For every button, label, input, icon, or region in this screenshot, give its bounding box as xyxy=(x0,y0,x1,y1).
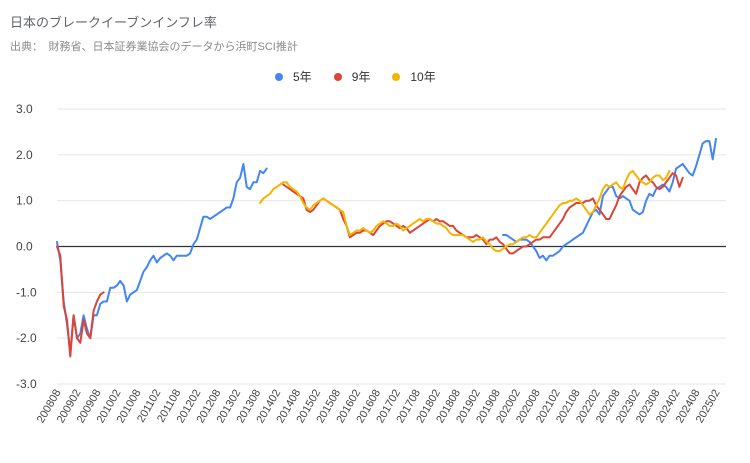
series-line-0 xyxy=(56,137,717,353)
legend-label-9y: 9年 xyxy=(351,70,371,84)
legend-label-10y: 10年 xyxy=(410,70,436,84)
y-tick-label: 0.0 xyxy=(16,240,33,254)
legend-swatch-10y xyxy=(392,72,401,81)
chart-title: 日本のブレークイーブンインフレ率 xyxy=(10,15,217,30)
chart-subtitle: 出典： 財務省、日本証券業協会のデータから浜町SCI推計 xyxy=(10,41,298,53)
legend-item-10y[interactable]: 10年 xyxy=(392,68,436,85)
series-line-2 xyxy=(259,169,671,253)
legend: 5年 9年 10年 xyxy=(275,68,436,85)
y-tick-label: 3.0 xyxy=(16,102,33,116)
y-tick-label: -2.0 xyxy=(16,331,37,345)
legend-swatch-5y xyxy=(275,72,283,81)
y-tick-label: 2.0 xyxy=(16,148,33,162)
y-tick-label: -1.0 xyxy=(16,285,37,299)
y-tick-label: -3.0 xyxy=(16,377,37,391)
series-line-1 xyxy=(56,172,684,358)
legend-item-9y[interactable]: 9年 xyxy=(333,68,371,85)
legend-label-5y: 5年 xyxy=(293,70,312,84)
legend-item-5y[interactable]: 5年 xyxy=(275,68,312,85)
y-tick-label: 1.0 xyxy=(16,194,33,208)
legend-swatch-9y xyxy=(333,72,342,81)
